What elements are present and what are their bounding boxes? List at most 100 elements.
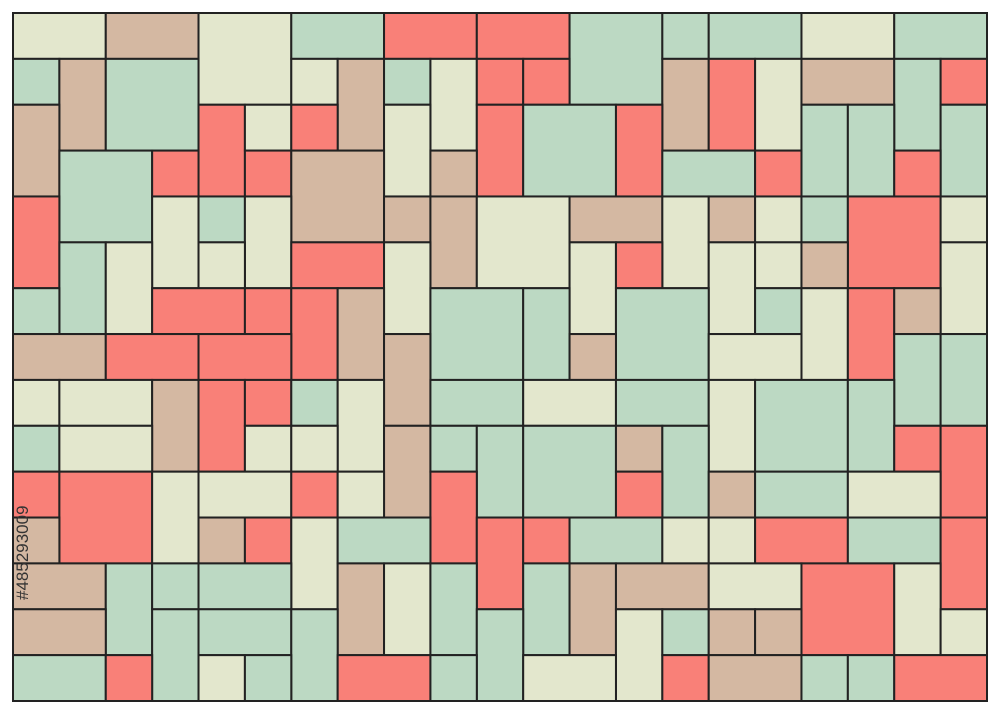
tile bbox=[290, 470, 339, 519]
tile bbox=[290, 57, 339, 106]
tile bbox=[893, 424, 942, 473]
tile bbox=[661, 654, 710, 703]
tile bbox=[336, 287, 386, 381]
tile bbox=[707, 12, 803, 60]
tile bbox=[12, 195, 61, 290]
tile bbox=[243, 287, 293, 336]
tile bbox=[12, 12, 107, 60]
tile bbox=[12, 654, 107, 703]
tile bbox=[12, 562, 107, 611]
tile bbox=[800, 103, 849, 198]
tile bbox=[800, 195, 849, 244]
tile bbox=[707, 241, 757, 336]
tile bbox=[754, 470, 849, 519]
tile bbox=[12, 470, 61, 519]
tile bbox=[846, 654, 896, 703]
tile bbox=[429, 195, 478, 290]
tile bbox=[104, 12, 200, 60]
tile bbox=[383, 562, 432, 657]
tile bbox=[707, 195, 757, 244]
tile bbox=[151, 287, 246, 336]
tile bbox=[290, 378, 339, 427]
tile bbox=[12, 103, 61, 198]
tile bbox=[58, 470, 154, 565]
tile bbox=[939, 103, 988, 198]
tile bbox=[939, 241, 988, 336]
tile bbox=[429, 287, 525, 381]
tile bbox=[846, 516, 942, 565]
tile bbox=[522, 103, 617, 198]
tile bbox=[707, 333, 803, 381]
tile bbox=[475, 424, 525, 519]
tile bbox=[197, 470, 293, 519]
tile bbox=[151, 149, 200, 198]
tile bbox=[707, 654, 803, 703]
tile bbox=[614, 424, 664, 473]
tile bbox=[661, 608, 710, 657]
tile bbox=[614, 287, 710, 381]
tile bbox=[290, 12, 386, 60]
tile bbox=[661, 57, 710, 152]
tile bbox=[429, 562, 478, 657]
tile bbox=[243, 424, 293, 473]
tile bbox=[661, 195, 710, 290]
tile bbox=[197, 195, 246, 244]
tile bbox=[12, 287, 61, 336]
tile bbox=[104, 333, 200, 381]
tile bbox=[522, 654, 617, 703]
tile bbox=[151, 470, 200, 565]
tile bbox=[661, 149, 757, 198]
tile bbox=[939, 608, 988, 657]
tile bbox=[383, 333, 432, 427]
tile bbox=[336, 516, 432, 565]
tile bbox=[939, 424, 988, 519]
tile bbox=[800, 654, 849, 703]
tile bbox=[661, 12, 710, 60]
tile bbox=[243, 516, 293, 565]
tile bbox=[568, 241, 617, 336]
tile bbox=[707, 516, 757, 565]
tile bbox=[429, 149, 478, 198]
tile bbox=[12, 378, 61, 427]
tile bbox=[336, 654, 432, 703]
tile bbox=[243, 149, 293, 198]
tile bbox=[475, 57, 525, 106]
tile bbox=[104, 562, 154, 657]
tile bbox=[104, 241, 154, 336]
border bbox=[12, 12, 988, 702]
tile bbox=[614, 562, 710, 611]
tile bbox=[104, 57, 200, 152]
tile bbox=[568, 12, 664, 106]
tile bbox=[58, 57, 107, 152]
tile bbox=[197, 241, 246, 290]
tile bbox=[429, 378, 525, 427]
tile bbox=[754, 149, 803, 198]
tile bbox=[290, 608, 339, 702]
tile bbox=[12, 516, 61, 565]
tile bbox=[754, 57, 803, 152]
tile bbox=[614, 103, 664, 198]
tile bbox=[475, 103, 525, 198]
tile bbox=[568, 516, 664, 565]
tile bbox=[893, 333, 942, 427]
tile bbox=[12, 424, 61, 473]
tile bbox=[522, 57, 571, 106]
tile bbox=[614, 470, 664, 519]
tile bbox=[58, 424, 154, 473]
tile bbox=[151, 608, 200, 702]
tile bbox=[429, 654, 478, 703]
tile bbox=[800, 562, 896, 657]
tile bbox=[336, 562, 386, 657]
tile bbox=[383, 103, 432, 198]
tile bbox=[939, 195, 988, 244]
tile bbox=[707, 608, 757, 657]
tile bbox=[522, 378, 617, 427]
tile bbox=[58, 149, 154, 244]
tile bbox=[754, 378, 849, 473]
tile bbox=[12, 608, 107, 657]
tile bbox=[151, 195, 200, 290]
tile bbox=[568, 333, 617, 381]
tile bbox=[429, 470, 478, 565]
tile bbox=[893, 57, 942, 152]
